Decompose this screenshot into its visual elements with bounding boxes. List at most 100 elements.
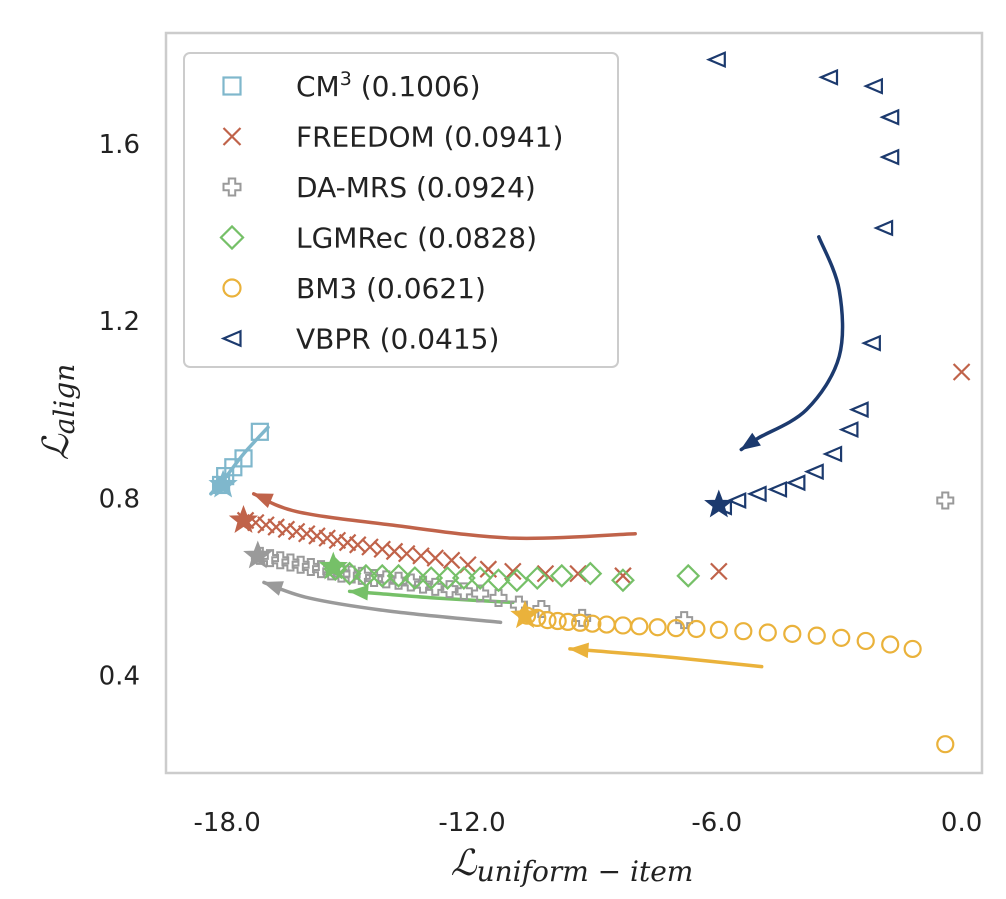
bm3-point (734, 622, 753, 641)
bm3-point (548, 611, 567, 631)
legend-vbpr-name: VBPR (296, 323, 371, 356)
da-mrs-point (454, 582, 473, 601)
bm3-best-star (510, 600, 540, 629)
freedom-point (287, 522, 306, 541)
da-mrs-point (291, 555, 310, 574)
y-tick-label: 1.2 (99, 307, 140, 337)
lgmrec-point (386, 563, 411, 588)
da-mrs-point (401, 573, 420, 592)
lgmrec-point (611, 568, 635, 593)
bm3-point (832, 628, 851, 647)
vbpr-point (767, 480, 788, 498)
bm3-point (783, 624, 802, 643)
y-tick-label: 0.4 (99, 662, 140, 692)
vbpr-point (879, 148, 900, 166)
best-point-stars (208, 469, 734, 629)
da-mrs-point (365, 569, 384, 588)
y-tick-labels: 0.4 0.8 1.2 1.6 (99, 130, 140, 692)
y-axis-label-main: ℒ (36, 433, 77, 460)
vbpr-point (873, 219, 894, 237)
x-axis-label-sub: uniform − item (477, 855, 694, 888)
bm3-point (666, 619, 686, 638)
vbpr-point (822, 445, 843, 463)
da-mrs-point (271, 551, 290, 570)
lgmrec-point (337, 561, 362, 586)
lgmrec-point (486, 568, 511, 593)
lgmrec-point (370, 563, 395, 588)
vbpr-point (848, 401, 869, 419)
vbpr-point (726, 492, 747, 509)
freedom-point (277, 520, 296, 539)
freedom-point (536, 564, 555, 583)
bm3-point (648, 618, 667, 637)
x-tick-labels: -18.0 -12.0 -6.0 0.0 (194, 808, 983, 838)
freedom-point (297, 524, 316, 543)
freedom-point (397, 544, 416, 563)
freedom-point (426, 549, 445, 567)
bm3-point (538, 611, 557, 630)
vbpr-arrow-head (740, 432, 761, 451)
legend-bm3-marker (222, 278, 242, 298)
bm3-point (758, 623, 777, 642)
legend-bm3-label: BM3 (0.0621) (296, 272, 486, 305)
legend-box (183, 52, 619, 368)
lgmrec-point (353, 563, 378, 588)
data-points (211, 51, 971, 754)
lgmrec-point (435, 566, 460, 590)
vbpr-point (818, 68, 839, 86)
freedom-point (338, 533, 357, 552)
da-mrs-point (471, 584, 490, 603)
bm3-arrow-head (568, 642, 589, 659)
vbpr-point (785, 474, 806, 492)
bm3-point (558, 612, 577, 631)
y-axis-label: ℒalign (36, 364, 81, 461)
bm3-point (571, 613, 590, 632)
legend-freedom-marker (222, 127, 242, 146)
bm3-point (936, 735, 955, 754)
vbpr-point (861, 334, 881, 352)
freedom-point (318, 529, 336, 547)
freedom-point (328, 531, 347, 550)
freedom-point (952, 363, 971, 381)
legend-vbpr-marker (220, 329, 242, 348)
vbpr-best-star (704, 489, 734, 518)
legend-bm3-score: (0.0621) (357, 272, 486, 305)
da-mrs-point (936, 491, 955, 510)
cm-point (234, 449, 253, 468)
da-mrs-point (281, 553, 300, 572)
lgmrec-best-star (318, 551, 348, 580)
bm3-point (687, 619, 706, 639)
y-tick-label: 0.8 (99, 484, 140, 514)
legend-lgmrec-marker (219, 224, 245, 251)
y-tick-label: 1.6 (99, 130, 140, 160)
y-axis-label-sub: align (48, 364, 81, 435)
x-axis-label: ℒuniform − item (451, 843, 694, 888)
legend-bm3-name: BM3 (296, 272, 357, 305)
vbpr-point (705, 51, 726, 69)
vbpr-point (863, 77, 883, 95)
legend-cm-label: CM3 (0.1006) (296, 68, 481, 103)
lgmrec-point (549, 563, 574, 588)
legend: CM3 (0.1006) FREEDOM (0.0941) DA-MRS (0.09… (183, 52, 619, 368)
bm3-point (856, 631, 875, 651)
da-mrs-point (301, 557, 320, 576)
legend-cm-sup: 3 (340, 68, 352, 90)
legend-lgmrec-label: LGMRec (0.0828) (296, 222, 537, 255)
x-tick-label: -12.0 (438, 808, 505, 838)
freedom-point (412, 547, 430, 565)
lgmrec-arrow-head (348, 585, 369, 601)
x-axis-label-main: ℒ (451, 843, 478, 884)
vbpr-point (838, 421, 859, 439)
legend-lgmrec-score: (0.0828) (408, 222, 537, 255)
freedom-arrow-head (252, 493, 274, 509)
legend-lgmrec-name: LGMRec (296, 222, 408, 255)
da-mrs-arrow-head (262, 581, 284, 596)
freedom-point (710, 562, 728, 581)
lgmrec-point (525, 566, 550, 590)
da-mrs-best-star (243, 540, 273, 569)
freedom-point (504, 562, 522, 581)
da-mrs-point (414, 575, 433, 594)
legend-da-mrs-marker (222, 177, 242, 197)
da-mrs-point (489, 588, 508, 607)
